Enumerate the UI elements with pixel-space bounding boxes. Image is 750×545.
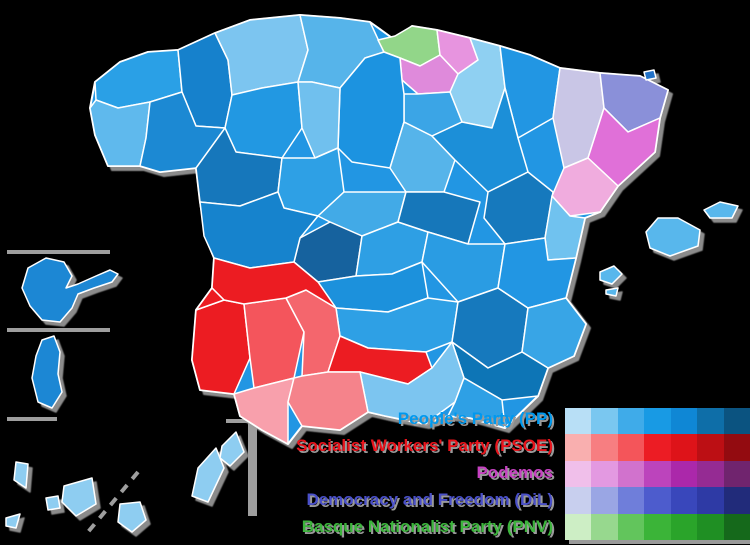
legend-swatch-0-4: [670, 408, 698, 435]
legend-swatch-0-5: [697, 408, 724, 435]
legend-label-psoe: Socialist Workers' Party (PSOE): [296, 436, 553, 455]
legend-swatch-3-4: [670, 487, 698, 514]
legend-swatch-4-5: [697, 513, 724, 540]
inset-divider-line-0: [7, 250, 110, 254]
province-salamanca: [199, 191, 319, 269]
legend-swatch-1-0: [565, 434, 592, 461]
legend-label-pp: People's Party (PP): [397, 409, 553, 428]
province-almeria: [447, 377, 506, 429]
legend-swatch-3-2: [617, 487, 645, 514]
inset-divider-line-3: [226, 419, 262, 423]
province-burgos: [337, 51, 405, 169]
legend-swatch-2-6: [723, 460, 750, 488]
legend-swatch-0-2: [617, 408, 645, 435]
legend-swatch-0-6: [723, 408, 750, 435]
province-malaga: [287, 371, 369, 431]
province-cadiz: [233, 377, 295, 445]
island-la-palma: [13, 461, 29, 489]
legend-swatch-4-2: [617, 513, 645, 540]
canary-inset-west: [21, 257, 119, 323]
island-formentera: [605, 287, 619, 297]
canary-province-dashed-border: [86, 470, 140, 534]
legend-swatch-0-3: [644, 408, 671, 435]
inset-divider-line-2: [7, 417, 57, 421]
island-tenerife: [61, 477, 97, 517]
legend-swatch-4-0: [565, 513, 592, 540]
island-menorca: [703, 201, 739, 219]
legend-label-dil: Democracy and Freedom (DiL): [306, 490, 553, 509]
legend-swatch-2-3: [644, 460, 671, 488]
province-llivia: [643, 69, 657, 81]
island-mallorca: [645, 217, 701, 257]
island-el-hierro: [5, 513, 21, 529]
legend-swatch-4-3: [644, 513, 671, 540]
legend-swatch-1-5: [697, 434, 724, 461]
legend-swatch-3-3: [644, 487, 671, 514]
legend-swatch-1-3: [644, 434, 671, 461]
province-valencia: [497, 237, 577, 309]
legend-swatch-2-5: [697, 460, 724, 488]
inset-divider-line-1: [7, 328, 110, 332]
province-leon: [224, 81, 303, 159]
legend-swatch-4-4: [670, 513, 698, 540]
legend-swatch-4-6: [723, 513, 750, 540]
island-gran-canaria: [117, 501, 147, 533]
province-pontevedra: [89, 99, 151, 167]
legend-swatch-2-4: [670, 460, 698, 488]
island-ibiza: [599, 265, 623, 285]
canary-inset-east: [31, 335, 63, 409]
legend-swatch-2-0: [565, 460, 592, 488]
legend-swatch-0-0: [565, 408, 592, 435]
legend-swatch-3-1: [591, 487, 618, 514]
legend-label-podemos: Podemos: [476, 463, 553, 482]
legend-swatch-1-4: [670, 434, 698, 461]
legend-swatch-0-1: [591, 408, 618, 435]
legend-swatch-4-1: [591, 513, 618, 540]
island-fuerteventura: [191, 447, 225, 503]
legend-swatch-1-6: [723, 434, 750, 461]
province-badajoz: [195, 287, 225, 311]
legend-label-pnv: Basque Nationalist Party (PNV): [301, 517, 553, 536]
canary-inset-divider-bar: [248, 420, 257, 516]
island-la-gomera: [45, 495, 61, 511]
legend-swatch-3-0: [565, 487, 592, 514]
legend-swatch-grid: [565, 408, 750, 540]
legend-swatch-1-2: [617, 434, 645, 461]
legend-swatch-2-2: [617, 460, 645, 488]
legend-swatch-1-1: [591, 434, 618, 461]
legend-swatch-2-1: [591, 460, 618, 488]
legend-swatch-3-5: [697, 487, 724, 514]
island-lanzarote: [219, 431, 245, 467]
legend-swatch-3-6: [723, 487, 750, 514]
